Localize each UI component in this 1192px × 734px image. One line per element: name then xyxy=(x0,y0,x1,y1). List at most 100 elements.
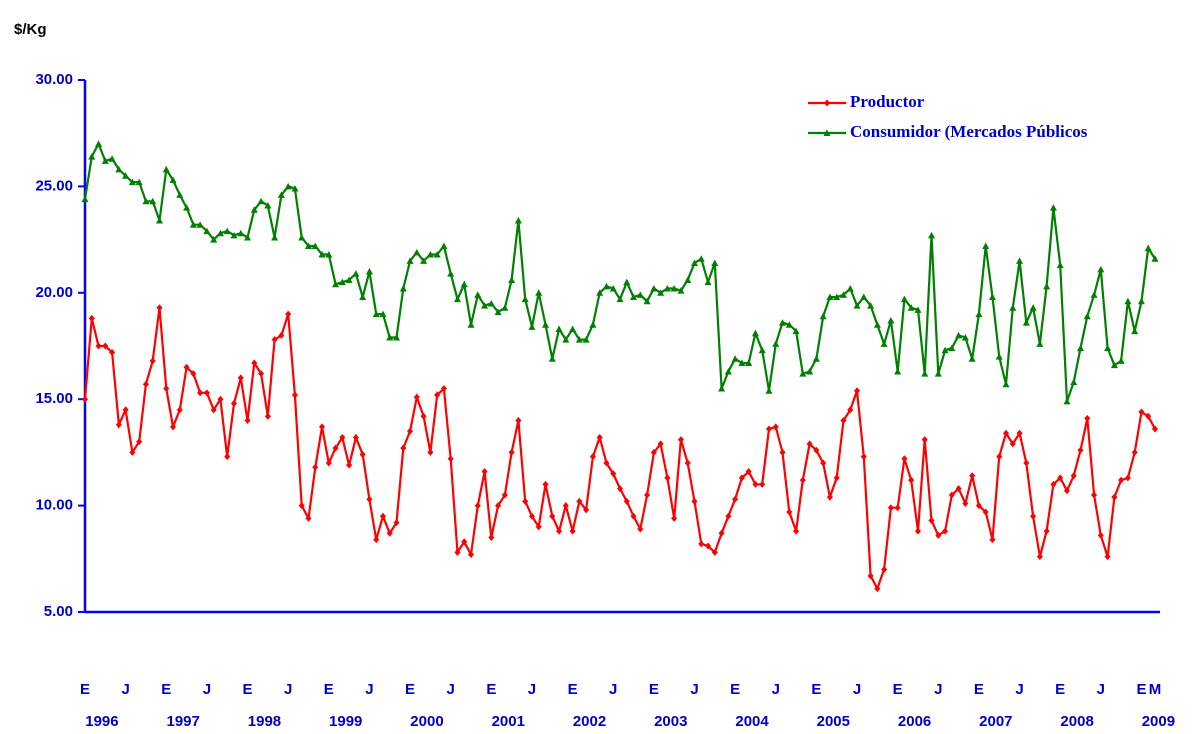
marker xyxy=(311,242,319,249)
marker xyxy=(379,310,387,318)
marker xyxy=(819,312,827,320)
marker xyxy=(982,242,990,249)
y-tick-label: 20.00 xyxy=(35,284,73,301)
marker xyxy=(189,221,197,228)
year-label: 2006 xyxy=(898,713,931,730)
marker xyxy=(1083,312,1091,320)
marker xyxy=(359,293,367,301)
marker xyxy=(880,340,888,347)
x-tick-label: J xyxy=(365,681,373,698)
marker xyxy=(407,427,414,435)
marker xyxy=(460,280,468,288)
marker xyxy=(420,257,428,264)
marker xyxy=(481,302,489,309)
marker xyxy=(1124,297,1132,305)
marker xyxy=(1016,257,1024,264)
marker xyxy=(630,293,638,301)
marker xyxy=(447,455,454,463)
marker xyxy=(853,302,861,309)
marker xyxy=(379,512,386,520)
marker xyxy=(1049,204,1057,211)
marker xyxy=(1016,429,1023,437)
marker xyxy=(616,295,624,303)
marker xyxy=(826,293,834,301)
marker xyxy=(109,348,116,356)
marker xyxy=(664,474,671,482)
marker xyxy=(305,514,312,522)
marker xyxy=(793,527,800,535)
marker xyxy=(501,304,509,311)
marker xyxy=(413,248,421,256)
marker xyxy=(345,276,353,284)
x-tick-label: E xyxy=(324,681,334,698)
marker xyxy=(1043,282,1051,290)
marker xyxy=(894,368,902,375)
marker xyxy=(948,491,955,499)
x-tick-label: J xyxy=(934,681,942,698)
marker xyxy=(1063,397,1071,405)
year-label: 2004 xyxy=(735,713,769,730)
marker xyxy=(575,336,583,343)
marker xyxy=(400,444,407,452)
marker xyxy=(1152,425,1158,433)
marker xyxy=(556,527,563,535)
y-tick-label: 15.00 xyxy=(35,390,73,407)
year-label: 1996 xyxy=(85,713,118,730)
marker xyxy=(1117,357,1125,364)
marker xyxy=(346,461,353,469)
marker xyxy=(162,165,170,173)
marker xyxy=(298,502,305,510)
x-tick-label: J xyxy=(203,681,211,698)
marker xyxy=(569,325,577,332)
marker xyxy=(1009,304,1017,311)
marker xyxy=(237,229,245,237)
year-label: 2008 xyxy=(1060,713,1093,730)
marker xyxy=(847,406,854,414)
marker xyxy=(555,325,563,332)
marker xyxy=(495,502,502,510)
marker xyxy=(515,416,522,424)
marker xyxy=(1036,553,1043,561)
marker xyxy=(1110,361,1118,369)
marker xyxy=(751,329,759,337)
x-tick-label: E xyxy=(1055,681,1065,698)
marker xyxy=(101,157,109,164)
marker xyxy=(650,285,658,292)
marker xyxy=(339,434,346,442)
marker xyxy=(874,585,881,593)
marker xyxy=(284,182,292,190)
marker xyxy=(155,216,163,224)
marker xyxy=(1118,476,1125,484)
marker xyxy=(914,306,922,313)
marker xyxy=(792,327,800,335)
marker xyxy=(650,448,657,456)
marker xyxy=(548,355,556,362)
marker xyxy=(738,359,746,367)
marker xyxy=(995,353,1003,360)
marker xyxy=(365,268,373,275)
year-label: 1998 xyxy=(248,713,281,730)
marker xyxy=(860,453,867,461)
marker xyxy=(332,280,340,288)
marker xyxy=(617,485,623,493)
marker xyxy=(785,321,793,328)
marker xyxy=(454,548,461,556)
marker xyxy=(657,440,664,448)
marker xyxy=(1131,448,1138,456)
marker xyxy=(271,336,278,344)
marker xyxy=(576,497,583,505)
marker xyxy=(481,468,488,476)
marker xyxy=(1070,472,1077,480)
marker xyxy=(427,448,434,456)
marker xyxy=(677,436,684,444)
x-tick-label: J xyxy=(447,681,455,698)
x-tick-label: E xyxy=(649,681,659,698)
marker xyxy=(820,459,827,467)
marker xyxy=(393,519,400,527)
marker xyxy=(1022,319,1030,326)
x-tick-label: E xyxy=(811,681,821,698)
marker xyxy=(318,250,326,258)
marker xyxy=(82,395,88,403)
marker xyxy=(867,572,874,580)
x-tick-label: E xyxy=(243,681,253,698)
